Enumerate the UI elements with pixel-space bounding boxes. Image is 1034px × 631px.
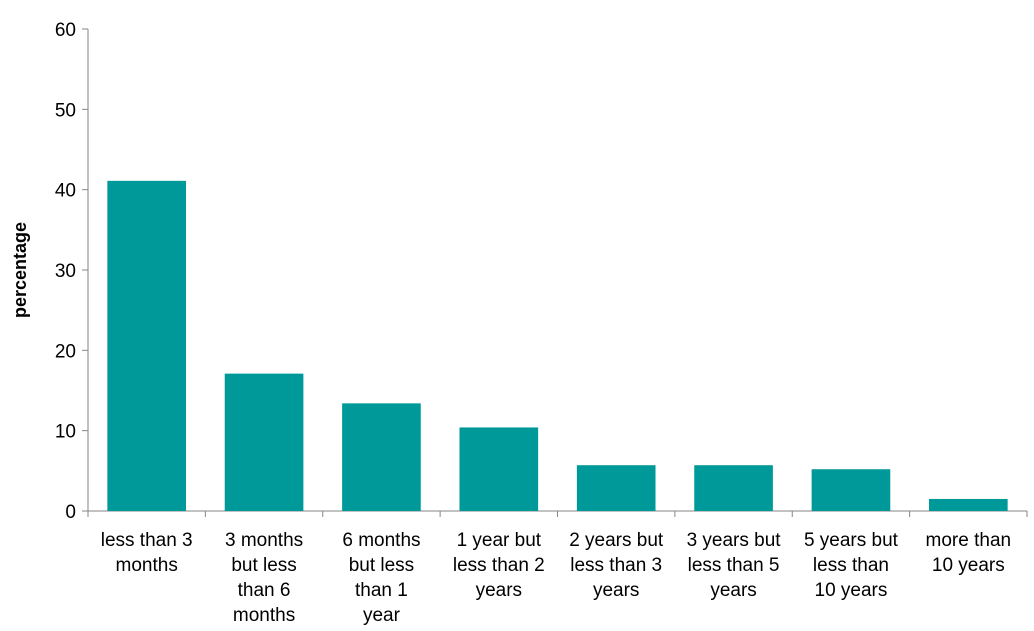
bar: [459, 427, 539, 511]
x-category-label: 3 years but less than 5 years: [687, 530, 782, 601]
y-tick-label: 10: [55, 422, 76, 443]
x-category-label: 1 year but less than 2 years: [453, 530, 545, 601]
x-category-label: 3 months but less than 6 months: [225, 530, 303, 626]
y-axis-title: percentage: [10, 222, 30, 318]
bars: [107, 180, 1008, 511]
bar: [576, 465, 656, 511]
bar: [811, 469, 891, 511]
bar: [928, 498, 1008, 511]
bar: [342, 403, 421, 511]
x-category-label: 5 years but less than 10 years: [804, 530, 899, 601]
x-category-label: 6 months but less than 1 year: [342, 530, 420, 626]
x-category-label: more than 10 years: [926, 530, 1012, 576]
y-tick-label: 30: [55, 261, 76, 282]
y-tick-label: 0: [65, 502, 76, 523]
bar: [224, 373, 304, 511]
bar: [694, 465, 773, 511]
y-tick-label: 50: [55, 100, 76, 121]
y-tick-label: 40: [55, 181, 76, 202]
y-tick-label: 60: [55, 20, 76, 41]
y-tick-labels: 0 10 20 30 40 50 60: [55, 20, 76, 523]
y-tick-label: 20: [55, 341, 76, 362]
x-category-label: 2 years but less than 3 years: [569, 530, 664, 601]
bar: [107, 180, 187, 511]
axes: [82, 28, 1028, 517]
x-category-label: less than 3 months: [101, 530, 193, 576]
